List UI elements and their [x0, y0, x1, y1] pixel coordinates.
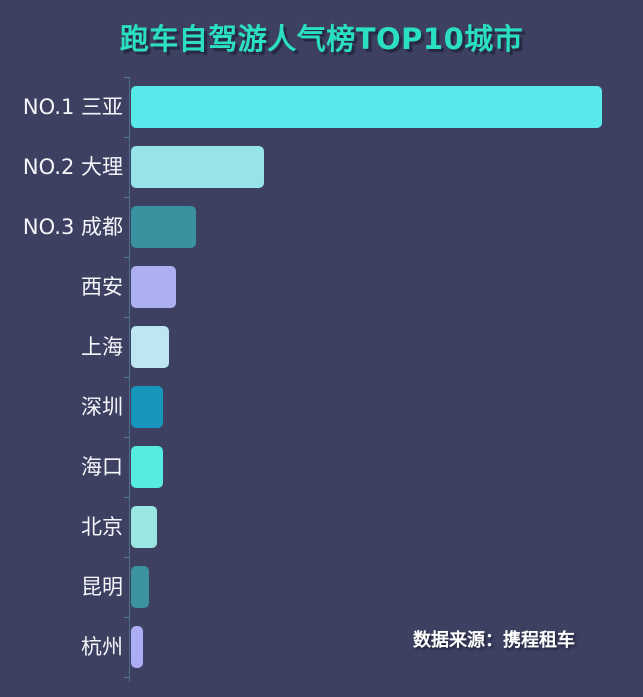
bar-track: [131, 386, 643, 428]
bar: [131, 566, 149, 608]
bar: [131, 266, 176, 308]
y-axis-ticks: [124, 77, 129, 683]
bar-row: 北京: [0, 497, 643, 557]
bar-row: 上海: [0, 317, 643, 377]
category-label: 深圳: [81, 394, 123, 419]
bar-track: [131, 566, 643, 608]
bar: [131, 506, 157, 548]
bar: [131, 146, 264, 188]
category-label: NO.1 三亚: [22, 94, 123, 119]
bar-track: [131, 326, 643, 368]
data-source-label: 数据来源：携程租车: [413, 630, 575, 651]
bar-row: 深圳: [0, 377, 643, 437]
bar-track: [131, 626, 643, 668]
bar-row: 杭州: [0, 617, 643, 677]
category-label: 上海: [81, 334, 123, 359]
category-label: 海口: [81, 454, 123, 479]
category-label: 昆明: [81, 574, 123, 599]
bar-chart: NO.1 三亚 NO.2 大理 NO.3 成都 西安 上海 深圳: [0, 77, 643, 683]
bar-track: [131, 86, 643, 128]
bar-row: NO.2 大理: [0, 137, 643, 197]
bar-track: [131, 446, 643, 488]
bar: [131, 206, 196, 248]
category-label: 杭州: [81, 634, 123, 659]
bar: [131, 446, 163, 488]
bar: [131, 626, 143, 668]
bar-row: 西安: [0, 257, 643, 317]
bar: [131, 326, 169, 368]
category-label: NO.2 大理: [22, 154, 123, 179]
bar-track: [131, 266, 643, 308]
bar-row: 昆明: [0, 557, 643, 617]
bar-track: [131, 146, 643, 188]
bar-track: [131, 206, 643, 248]
bar-row: NO.3 成都: [0, 197, 643, 257]
bar: [131, 386, 163, 428]
y-axis-line: [129, 77, 130, 682]
bar-row: 海口: [0, 437, 643, 497]
bar-track: [131, 506, 643, 548]
category-label: 北京: [81, 514, 123, 539]
chart-title: 跑车自驾游人气榜TOP10城市: [119, 22, 524, 56]
category-label: 西安: [81, 274, 123, 299]
category-label: NO.3 成都: [22, 214, 123, 239]
bar-row: NO.1 三亚: [0, 77, 643, 137]
bar-rows: NO.1 三亚 NO.2 大理 NO.3 成都 西安 上海 深圳: [0, 77, 643, 677]
bar: [131, 86, 602, 128]
